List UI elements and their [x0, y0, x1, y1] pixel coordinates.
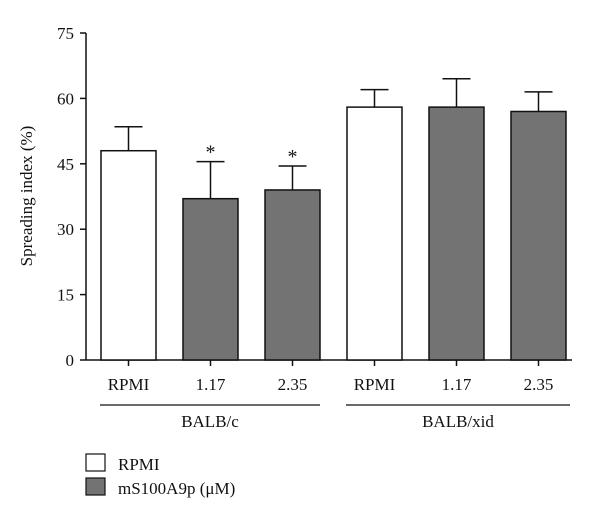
- significance-marker: *: [206, 142, 216, 164]
- y-axis-label: Spreading index (%): [17, 126, 36, 267]
- legend-swatch: [85, 477, 106, 496]
- legend-label: RPMI: [118, 455, 160, 474]
- legend-label: mS100A9p (μM): [118, 479, 235, 498]
- bar: [346, 106, 403, 361]
- axes: [85, 33, 572, 361]
- legend: RPMI mS100A9p (μM): [85, 453, 235, 498]
- category-labels: RPMI 1.17 2.35 RPMI 1.17 2.35: [108, 360, 554, 394]
- category-label: RPMI: [108, 375, 150, 394]
- bar: [510, 110, 567, 361]
- y-tick-label: 0: [66, 351, 75, 370]
- category-label: 1.17: [196, 375, 226, 394]
- legend-swatch: [85, 453, 106, 472]
- group-label: BALB/c: [181, 412, 239, 431]
- bar: [428, 106, 485, 361]
- category-label: RPMI: [354, 375, 396, 394]
- bars: * *: [100, 78, 567, 361]
- y-tick-label: 30: [57, 220, 74, 239]
- group-labels: BALB/c BALB/xid: [100, 404, 570, 431]
- y-tick-label: 15: [57, 286, 74, 305]
- category-label: 1.17: [442, 375, 472, 394]
- y-tick-label: 60: [57, 89, 74, 108]
- category-label: 2.35: [524, 375, 554, 394]
- y-ticks: 0 15 30 45 60 75: [57, 24, 86, 370]
- bar: [100, 149, 157, 361]
- y-tick-label: 75: [57, 24, 74, 43]
- category-label: 2.35: [278, 375, 308, 394]
- significance-marker: *: [288, 146, 298, 168]
- bar: [182, 197, 239, 361]
- group-label: BALB/xid: [422, 412, 494, 431]
- y-tick-label: 45: [57, 155, 74, 174]
- bar: [264, 189, 321, 361]
